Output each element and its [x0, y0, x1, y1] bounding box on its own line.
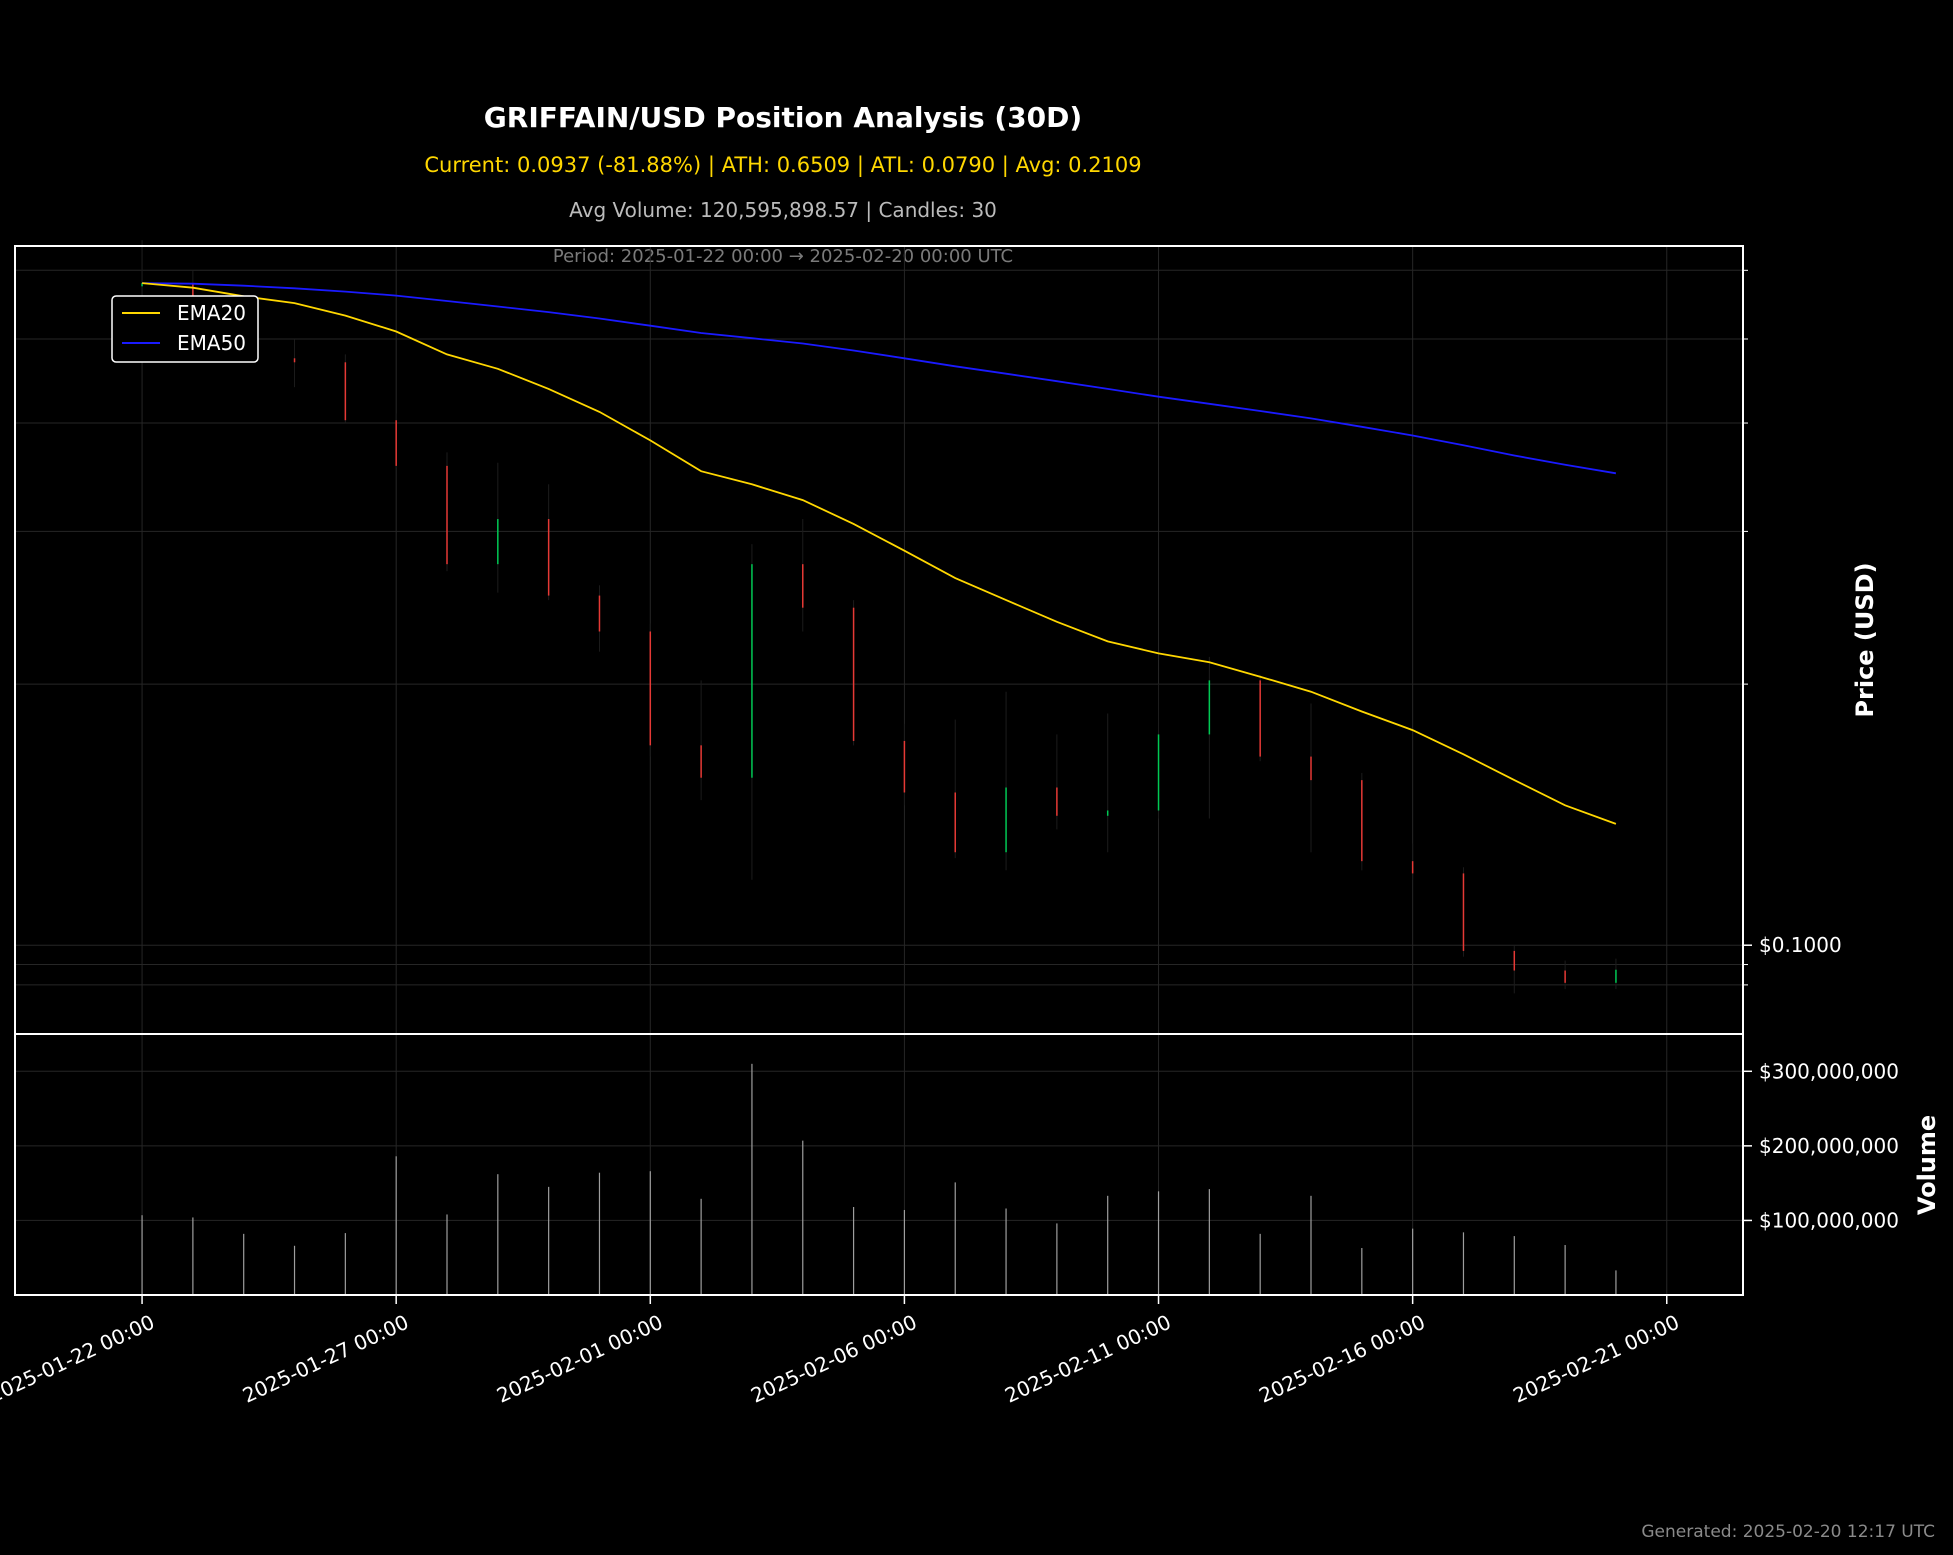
volume-bar: [1259, 1233, 1261, 1295]
price-axis-label: Price (USD): [1851, 562, 1879, 717]
volume-tick-label: $100,000,000: [1759, 1208, 1899, 1232]
volume-bar: [802, 1140, 804, 1295]
price-axis: $0.1000: [1743, 269, 1842, 986]
generated-timestamp: Generated: 2025-02-20 12:17 UTC: [1641, 1522, 1935, 1542]
candle-body-down: [1462, 873, 1465, 951]
chart-title: GRIFFAIN/USD Position Analysis (30D): [484, 101, 1082, 134]
volume-bars: [141, 1063, 1617, 1295]
candle-body-up: [497, 519, 499, 565]
volume-bar: [852, 1207, 855, 1295]
volume-axis: $100,000,000 $200,000,000 $300,000,000: [1743, 1059, 1899, 1232]
candles: [141, 240, 1617, 994]
volume-bar: [598, 1172, 601, 1295]
volume-bar: [649, 1171, 651, 1295]
candle-body-down: [547, 519, 550, 596]
candle-body-down: [192, 283, 194, 307]
candle-body-up: [1208, 680, 1211, 735]
ema-lines: [142, 282, 1617, 825]
volume-bar: [751, 1063, 753, 1295]
volume-bar: [243, 1233, 245, 1295]
candle-body-down: [1564, 970, 1566, 983]
volume-bar: [548, 1186, 550, 1295]
volume-bar: [1462, 1232, 1465, 1295]
volume-bar: [1615, 1270, 1617, 1295]
candle-body-down: [802, 564, 804, 608]
candle-body-down: [446, 465, 448, 565]
candle-body-down: [1310, 756, 1312, 781]
candle-body-down: [954, 792, 956, 853]
volume-bar: [1513, 1236, 1515, 1295]
candle-body-up: [1005, 787, 1007, 853]
volume-bar: [141, 1215, 143, 1295]
candle-body-down: [700, 745, 702, 778]
candle-body-down: [852, 607, 855, 741]
volume-tick-label: $200,000,000: [1759, 1134, 1899, 1158]
volume-bar: [1107, 1195, 1109, 1295]
price-stats: Current: 0.0937 (-81.88%) | ATH: 0.6509 …: [424, 153, 1141, 178]
volume-bar: [395, 1156, 397, 1295]
candle-body-down: [903, 740, 906, 793]
candle-body-down: [293, 358, 296, 363]
candle-body-down: [395, 420, 397, 466]
volume-bar: [903, 1209, 906, 1295]
period-label: Period: 2025-01-22 00:00 → 2025-02-20 00…: [553, 246, 1013, 267]
candle-body-up: [1157, 734, 1160, 811]
volume-tick-label: $300,000,000: [1759, 1059, 1899, 1083]
volume-bar: [1157, 1191, 1160, 1295]
candle-body-up: [1106, 810, 1109, 816]
legend-ema20-label: EMA20: [177, 301, 246, 325]
volume-bar: [344, 1233, 346, 1295]
candle-body-down: [649, 631, 652, 746]
legend: EMA20 EMA50: [111, 295, 259, 363]
candle-body-down: [1259, 680, 1261, 757]
volume-bar: [1361, 1248, 1363, 1295]
candle-body-down: [1513, 950, 1516, 971]
volume-bar: [1005, 1208, 1007, 1295]
volume-bar: [446, 1214, 448, 1295]
ema20-line: [142, 282, 1617, 825]
volume-stats: Avg Volume: 120,595,898.57 | Candles: 30: [569, 198, 997, 222]
volume-bar: [1208, 1189, 1210, 1295]
volume-bar: [497, 1174, 499, 1295]
volume-bar: [1564, 1245, 1566, 1295]
legend-ema50-label: EMA50: [177, 331, 246, 355]
price-gridlines: [15, 246, 1743, 1034]
candle-body-up: [141, 283, 143, 287]
candle-body-down: [598, 595, 601, 632]
volume-bar: [1412, 1228, 1414, 1295]
volume-bar: [700, 1198, 702, 1295]
candle-body-up: [751, 564, 753, 778]
volume-panel-frame: [14, 1033, 1744, 1296]
price-tick-label: $0.1000: [1759, 933, 1842, 957]
volume-bar: [293, 1245, 296, 1295]
volume-bar: [192, 1217, 194, 1295]
ema50-line: [142, 282, 1617, 475]
candle-body-up: [1615, 969, 1617, 983]
candle-body-down: [1411, 861, 1414, 874]
candle-body-down: [1056, 787, 1058, 816]
volume-bar: [1310, 1195, 1312, 1295]
volume-axis-label: Volume: [1913, 1115, 1941, 1215]
volume-bar: [954, 1182, 956, 1295]
candle-body-down: [344, 362, 347, 421]
candle-body-down: [1361, 780, 1363, 862]
volume-bar: [1056, 1223, 1058, 1295]
